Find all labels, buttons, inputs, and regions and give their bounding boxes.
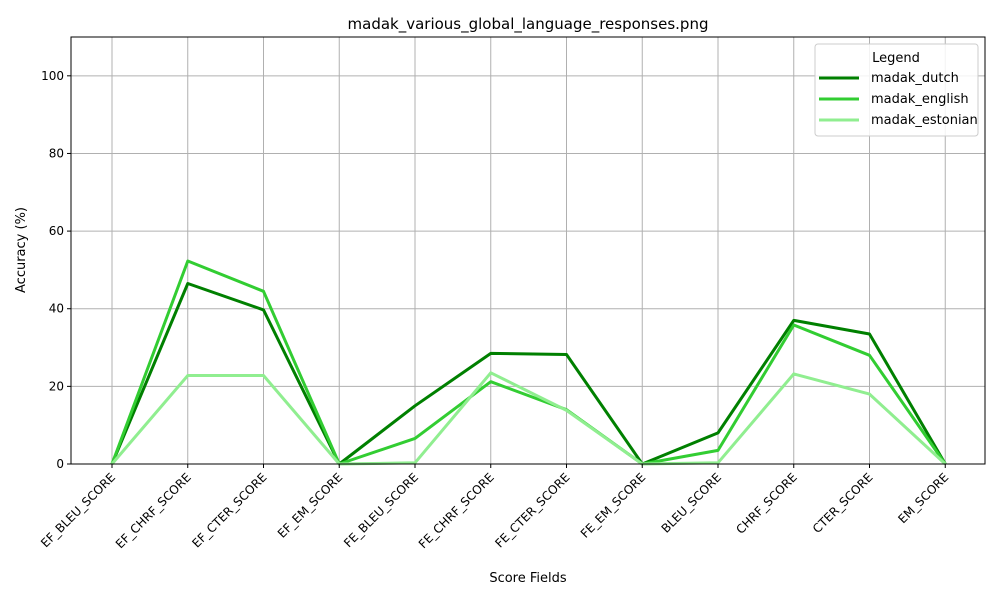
y-tick-label: 20 [49,379,64,393]
y-tick-label: 60 [49,224,64,238]
y-tick-label: 40 [49,302,64,316]
x-tick-label: FE_EM_SCORE [578,470,649,541]
x-tick-label: FE_CHRF_SCORE [416,470,497,551]
x-tick-label: BLEU_SCORE [659,470,725,536]
y-tick-label: 0 [56,457,64,471]
chart-title: madak_various_global_language_responses.… [348,15,709,34]
legend-title: Legend [872,51,920,66]
x-tick-label: FE_BLEU_SCORE [341,470,421,550]
legend-label: madak_estonian [871,113,978,128]
x-tick-label: EF_BLEU_SCORE [38,470,118,550]
x-tick-label: CTER_SCORE [810,470,876,536]
x-axis-label: Score Fields [489,571,567,586]
legend-box [814,43,979,137]
x-tick-label: CHRF_SCORE [733,470,799,536]
series-lines [110,259,947,466]
x-tick-label: EF_EM_SCORE [275,470,346,541]
x-tick-label: EF_CTER_SCORE [189,470,269,550]
x-tick-label: EM_SCORE [895,470,951,526]
legend-label: madak_dutch [871,71,959,86]
series-line-madak_estonian [110,371,947,466]
series-line-madak_english [110,259,947,466]
x-tick-label: EF_CHRF_SCORE [113,470,194,551]
y-tick-label: 80 [49,146,64,160]
x-tick-label: FE_CTER_SCORE [492,470,572,550]
legend: Legend madak_dutch madak_english madak_est… [814,43,979,137]
legend-label: madak_english [871,92,969,107]
y-tick-label: 100 [41,69,64,83]
legend-items: madak_dutch madak_english madak_estonian [819,71,978,128]
y-axis-label: Accuracy (%) [14,207,29,293]
series-line-madak_dutch [110,282,947,466]
plot-area-frame [70,36,986,465]
